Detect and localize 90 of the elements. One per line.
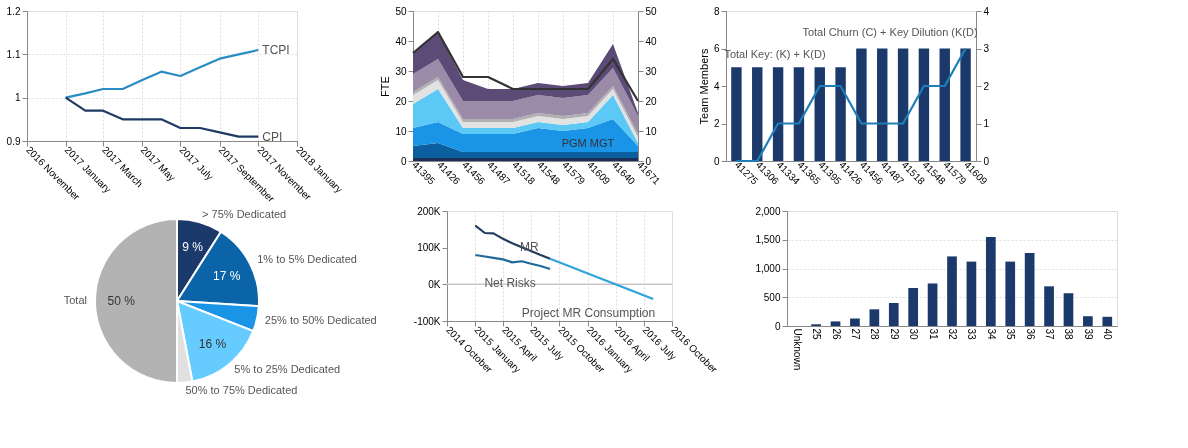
x-tick-label: 33: [966, 328, 978, 341]
x-tick-label: 36: [1024, 328, 1036, 341]
y-tick-label: 1,000: [755, 263, 781, 274]
y-axis-title: Team Members: [697, 48, 710, 125]
y2-tick-label: 3: [983, 43, 990, 54]
y2-tick-label: 0: [645, 155, 652, 167]
y-tick-label: 4: [713, 80, 720, 92]
y-tick-label: 10: [395, 125, 407, 137]
bar: [1063, 293, 1074, 326]
y-tick-label: -100K: [413, 315, 441, 327]
x-tick-label: 26: [830, 328, 842, 341]
series-label: Net Risks: [484, 275, 536, 290]
y-tick-label: 0: [774, 320, 781, 332]
x-tick-label: 30: [908, 328, 920, 341]
series-label: CPI: [262, 129, 283, 144]
x-tick-label: 27: [849, 328, 861, 341]
y2-tick-label: 30: [645, 65, 658, 77]
y2-tick-label: 40: [645, 35, 658, 47]
data-label: 9 %: [182, 240, 204, 255]
x-tick-label: 31: [927, 328, 939, 341]
slice-label: Total: [63, 294, 87, 306]
bar: [1024, 252, 1035, 326]
bar: [947, 256, 957, 326]
bar: [888, 303, 899, 326]
slice-label: 5% to 25% Dedicated: [234, 363, 341, 376]
line-series: [474, 253, 552, 271]
y-axis-title: FTE: [379, 76, 392, 97]
series-label: TCPI: [262, 43, 290, 57]
slice-label: 50% to 75% Dedicated: [185, 383, 298, 396]
bar: [1102, 316, 1113, 326]
series-label: MR: [520, 239, 540, 254]
bar: [1005, 261, 1016, 326]
y-tick-label: 20: [395, 95, 407, 107]
y2-tick-label: 4: [983, 5, 990, 17]
bar: [830, 321, 841, 326]
x-tick-label: 40: [1102, 328, 1114, 341]
bar: [985, 236, 996, 326]
y-tick-label: 1.2: [6, 5, 21, 17]
x-tick-label: 38: [1063, 328, 1075, 341]
bar: [1044, 286, 1054, 326]
bar: [927, 283, 938, 326]
y-tick-label: 1,500: [755, 234, 781, 246]
slice-label: 25% to 50% Dedicated: [264, 313, 377, 326]
line-series: [64, 48, 260, 99]
y2-tick-label: 0: [983, 155, 990, 167]
y-tick-label: 2: [713, 118, 720, 129]
slice-label: > 75% Dedicated: [202, 207, 287, 220]
y-tick-label: 500: [763, 291, 781, 303]
y-tick-label: 1: [14, 92, 21, 104]
y-tick-label: 2,000: [755, 205, 781, 217]
slice-label: 1% to 5% Dedicated: [257, 253, 357, 266]
y-tick-label: 0.9: [6, 135, 21, 147]
y-tick-label: 30: [395, 65, 407, 77]
x-tick-label: 28: [869, 328, 881, 341]
line-series: [411, 30, 640, 103]
bar: [1083, 316, 1093, 326]
x-tick-label: 37: [1044, 328, 1056, 341]
y2-tick-label: 2: [983, 80, 990, 92]
y-tick-label: 1.1: [6, 48, 21, 60]
y-tick-label: 40: [395, 35, 407, 47]
data-label: 16 %: [198, 336, 227, 351]
bar: [869, 309, 880, 326]
x-tick-label: 34: [985, 328, 997, 341]
x-tick-label: Unknown: [791, 328, 803, 371]
y2-tick-label: 1: [983, 118, 990, 129]
bar: [908, 288, 919, 326]
y-tick-label: 200K: [417, 205, 441, 217]
y-tick-label: 8: [713, 5, 720, 17]
y2-tick-label: 10: [645, 125, 658, 137]
y-tick-label: 50: [395, 5, 407, 17]
data-label: 17 %: [213, 268, 241, 283]
x-tick-label: 39: [1082, 328, 1094, 341]
bar: [850, 318, 860, 326]
series-label: Project MR Consumption: [521, 306, 656, 320]
data-label: 50 %: [107, 294, 136, 308]
line-series: [64, 96, 260, 138]
y-tick-label: 100K: [417, 242, 441, 254]
y-tick-label: 6: [713, 43, 720, 54]
bar: [966, 261, 977, 326]
y2-tick-label: 20: [645, 95, 658, 107]
x-tick-label: 29: [888, 328, 900, 341]
y-tick-label: 0K: [428, 278, 441, 290]
y-tick-label: 0: [400, 155, 407, 167]
x-tick-label: 32: [947, 328, 958, 341]
line-series: [474, 224, 552, 260]
series-label: PGM MGT: [561, 137, 615, 149]
x-tick-label: 25: [811, 328, 823, 341]
y2-tick-label: 50: [645, 5, 658, 17]
x-tick-label: 35: [1005, 328, 1017, 341]
y-tick-label: 0: [713, 155, 720, 167]
